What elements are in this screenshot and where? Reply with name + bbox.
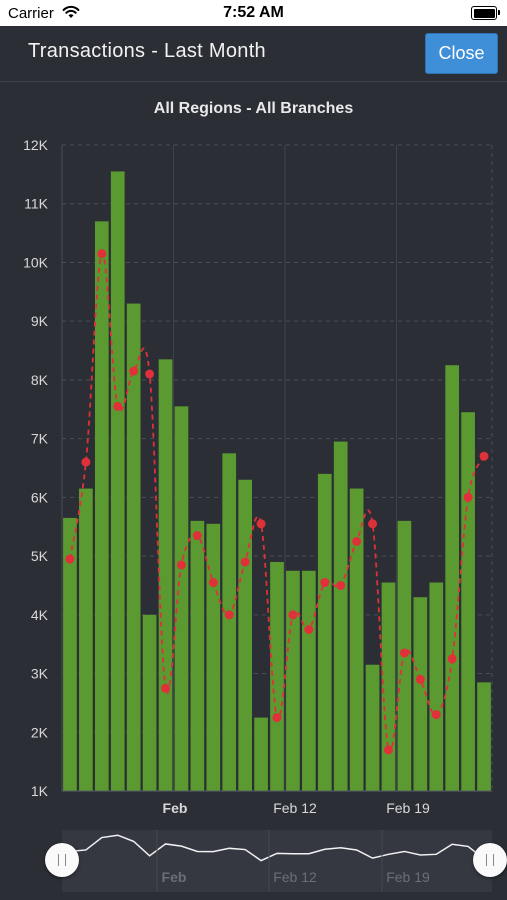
carrier-label: Carrier bbox=[8, 5, 54, 22]
chart-bar bbox=[381, 582, 396, 791]
transactions-chart: 1K 2K 3K 4K 5K 6K 7K 8K 9K 10K 11K 12K Feb Feb 12 Feb … bbox=[23, 137, 493, 816]
chart-bar bbox=[349, 488, 364, 791]
x-tick-label: Feb bbox=[163, 800, 188, 816]
y-tick-label: 8K bbox=[31, 372, 49, 388]
y-tick-label: 4K bbox=[31, 607, 49, 623]
chart-bar bbox=[142, 614, 157, 791]
chart-bar bbox=[190, 520, 205, 791]
chart-point bbox=[352, 536, 362, 546]
chart-bar bbox=[413, 597, 428, 791]
modal-header: Transactions - Last Month Close bbox=[0, 26, 507, 82]
chart-point bbox=[161, 683, 171, 693]
chart-point bbox=[97, 249, 107, 259]
chart-point bbox=[304, 625, 314, 634]
chart-point bbox=[447, 654, 457, 664]
chart-point bbox=[192, 531, 202, 541]
x-tick-label: Feb 19 bbox=[386, 800, 430, 816]
chart-point bbox=[368, 519, 378, 529]
chart-point bbox=[240, 557, 250, 567]
battery-icon bbox=[471, 6, 500, 20]
y-tick-label: 11K bbox=[24, 196, 49, 212]
chart-point bbox=[336, 580, 346, 590]
chart-point bbox=[399, 648, 409, 658]
chart-title: All Regions - All Branches bbox=[153, 100, 354, 117]
chart-point bbox=[81, 457, 91, 467]
chart-bar bbox=[302, 570, 316, 791]
y-tick-label: 7K bbox=[31, 431, 49, 447]
chart-point bbox=[176, 560, 186, 570]
range-end-handle[interactable] bbox=[473, 843, 507, 877]
chart-point bbox=[415, 674, 425, 684]
range-navigator[interactable]: Feb Feb 12 Feb 19 bbox=[62, 830, 492, 892]
chart-point bbox=[463, 492, 473, 502]
y-tick-label: 1K bbox=[31, 783, 49, 799]
y-tick-label: 3K bbox=[31, 666, 49, 682]
chart-bar bbox=[333, 441, 348, 791]
chart-bar bbox=[238, 479, 252, 791]
chart-point bbox=[224, 610, 234, 620]
y-tick-label: 10K bbox=[23, 254, 49, 270]
status-time: 7:52 AM bbox=[223, 4, 284, 21]
chart-point bbox=[65, 554, 75, 564]
range-start-handle[interactable] bbox=[45, 843, 79, 877]
chart-bar bbox=[110, 171, 125, 792]
chart-point bbox=[431, 710, 441, 720]
navigator-tick-label: Feb 19 bbox=[386, 869, 430, 885]
chart-bar bbox=[365, 664, 380, 791]
chart-point bbox=[320, 578, 330, 588]
chart-bar bbox=[461, 412, 475, 791]
y-tick-label: 6K bbox=[31, 489, 49, 505]
page-title: Transactions - Last Month bbox=[28, 40, 266, 62]
navigator-tick-label: Feb 12 bbox=[273, 869, 317, 885]
y-tick-label: 12K bbox=[23, 137, 49, 153]
chart-point bbox=[129, 366, 139, 376]
chart-bar bbox=[254, 717, 268, 791]
chart-bar bbox=[270, 561, 284, 791]
chart-point bbox=[208, 578, 218, 588]
chart-bar bbox=[126, 303, 141, 791]
y-tick-label: 5K bbox=[31, 548, 49, 564]
chart-bar bbox=[477, 682, 491, 791]
grip-icon bbox=[58, 854, 66, 866]
chart-bar bbox=[63, 517, 77, 791]
x-tick-label: Feb 12 bbox=[273, 800, 317, 816]
chart-bar bbox=[206, 523, 221, 791]
chart-point bbox=[383, 745, 393, 755]
chart-bar bbox=[158, 359, 173, 791]
close-button[interactable]: Close bbox=[425, 33, 498, 74]
grip-icon bbox=[486, 854, 494, 866]
chart-bar bbox=[79, 488, 93, 791]
chart-point bbox=[145, 369, 155, 379]
navigator-chart: Feb Feb 12 Feb 19 bbox=[69, 830, 485, 892]
chart-bar bbox=[174, 406, 189, 791]
chart-bar bbox=[429, 582, 444, 791]
wifi-icon bbox=[62, 5, 80, 24]
chart-point bbox=[272, 713, 282, 723]
chart-point bbox=[288, 610, 298, 620]
chart-point bbox=[256, 519, 266, 529]
y-tick-label: 9K bbox=[31, 313, 49, 329]
chart-point bbox=[479, 451, 489, 461]
chart-bar bbox=[286, 570, 300, 791]
y-tick-label: 2K bbox=[31, 724, 49, 740]
navigator-line bbox=[69, 834, 485, 862]
chart-bar bbox=[317, 473, 332, 791]
chart-bar bbox=[445, 365, 460, 791]
chart-bar bbox=[94, 221, 109, 791]
status-bar: Carrier 7:52 AM bbox=[0, 0, 507, 26]
chart-point bbox=[113, 401, 123, 411]
navigator-tick-label: Feb bbox=[162, 869, 187, 885]
chart-bar bbox=[222, 453, 237, 791]
